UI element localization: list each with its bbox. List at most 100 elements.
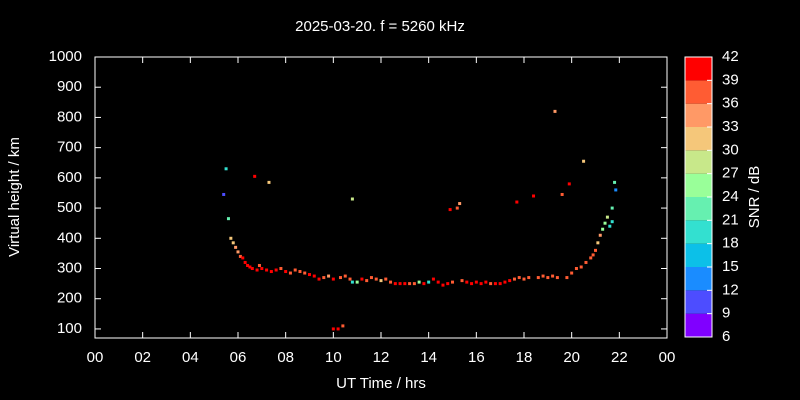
- y-tick-label: 200: [57, 290, 82, 307]
- x-tick-label: 22: [611, 349, 628, 366]
- colorbar-swatch: [685, 220, 712, 244]
- data-point: [398, 282, 402, 286]
- data-point: [470, 282, 474, 286]
- colorbar-tick-label: 27: [722, 165, 739, 182]
- data-point: [312, 274, 316, 278]
- colorbar-swatch: [685, 197, 712, 221]
- data-point: [308, 273, 311, 277]
- data-point: [293, 268, 297, 272]
- x-tick-label: 12: [373, 349, 390, 366]
- colorbar-tick-label: 30: [722, 141, 739, 158]
- data-point: [222, 192, 226, 196]
- colorbar-swatch: [685, 150, 712, 174]
- y-axis-label: Virtual height / km: [6, 137, 23, 257]
- data-point: [343, 274, 347, 278]
- data-point: [567, 182, 571, 186]
- data-point: [284, 270, 288, 274]
- data-point: [594, 248, 597, 252]
- data-point: [546, 276, 550, 280]
- colorbar-swatch: [685, 313, 712, 337]
- x-tick-label: 02: [134, 349, 151, 366]
- data-point: [279, 267, 283, 271]
- x-tick-label: 20: [563, 349, 580, 366]
- data-point: [484, 280, 488, 284]
- colorbar-label: SNR / dB: [746, 166, 763, 229]
- data-point: [498, 282, 502, 286]
- data-point: [455, 206, 459, 210]
- data-point: [522, 277, 526, 281]
- colorbar-tick-label: 33: [722, 118, 739, 135]
- data-point: [267, 180, 271, 184]
- colorbar-swatch: [685, 267, 712, 291]
- data-point: [265, 268, 269, 272]
- data-point: [460, 279, 464, 283]
- colorbar-swatch: [685, 57, 712, 81]
- data-point: [379, 279, 383, 283]
- data-point: [298, 270, 302, 274]
- data-point: [555, 276, 559, 280]
- data-point: [393, 282, 397, 286]
- data-point: [517, 276, 521, 280]
- y-tick-label: 600: [57, 169, 82, 186]
- data-point: [229, 236, 233, 240]
- data-point: [596, 241, 600, 245]
- colorbar-tick-label: 15: [722, 258, 739, 275]
- data-point: [512, 277, 516, 281]
- x-tick-label: 14: [420, 349, 437, 366]
- data-point: [515, 200, 519, 204]
- colorbar-swatch: [685, 173, 712, 197]
- data-point: [238, 254, 242, 258]
- colorbar-swatch: [685, 103, 712, 127]
- data-point: [446, 282, 450, 286]
- data-point: [250, 267, 254, 271]
- y-tick-label: 500: [57, 199, 82, 216]
- data-point: [579, 265, 583, 269]
- colorbar-swatch: [685, 243, 712, 267]
- data-point: [448, 208, 452, 212]
- data-point: [431, 277, 435, 281]
- data-point: [532, 194, 536, 198]
- data-point: [451, 280, 454, 284]
- y-tick-label: 800: [57, 108, 82, 125]
- data-point: [253, 174, 257, 178]
- y-tick-label: 400: [57, 229, 82, 246]
- data-point: [503, 280, 507, 284]
- data-point: [389, 280, 393, 284]
- data-point: [589, 256, 593, 260]
- data-point: [303, 271, 307, 275]
- data-point: [427, 280, 431, 284]
- data-point: [260, 267, 264, 271]
- data-point: [288, 271, 292, 275]
- data-point: [241, 256, 245, 260]
- data-point: [574, 267, 578, 271]
- colorbar-tick-label: 21: [722, 211, 739, 228]
- data-point: [360, 277, 364, 281]
- data-point: [458, 202, 462, 206]
- data-point: [231, 241, 235, 245]
- data-point: [350, 280, 354, 284]
- data-point: [613, 180, 617, 184]
- data-point: [493, 282, 497, 286]
- x-tick-label: 00: [659, 349, 676, 366]
- chart-title: 2025-03-20. f = 5260 kHz: [295, 18, 465, 35]
- data-point: [384, 277, 388, 281]
- data-point: [408, 282, 412, 286]
- colorbar-swatch: [685, 80, 712, 104]
- data-point: [508, 279, 512, 283]
- data-point: [614, 188, 618, 192]
- data-point: [479, 282, 483, 286]
- data-point: [610, 206, 614, 210]
- x-tick-label: 10: [325, 349, 342, 366]
- y-tick-label: 100: [57, 320, 82, 337]
- data-point: [553, 109, 557, 113]
- data-point: [338, 276, 342, 280]
- data-point: [598, 233, 602, 237]
- data-point: [226, 217, 230, 221]
- colorbar-tick-label: 42: [722, 48, 739, 65]
- data-point: [246, 263, 250, 267]
- x-tick-label: 00: [87, 349, 104, 366]
- y-tick-label: 300: [57, 259, 82, 276]
- x-tick-label: 06: [230, 349, 247, 366]
